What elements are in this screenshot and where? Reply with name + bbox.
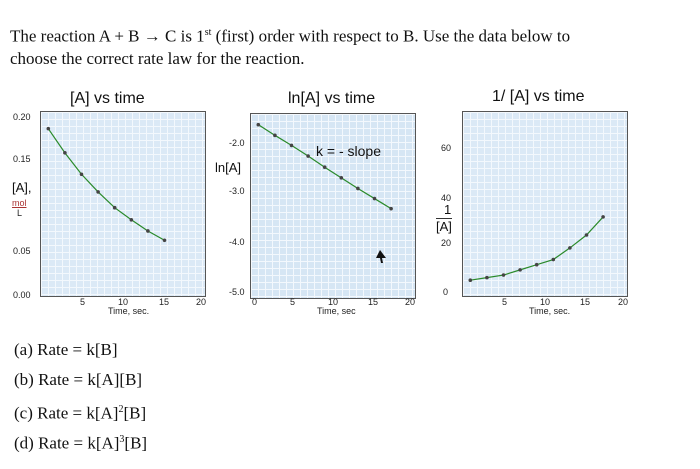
answer-option-a[interactable]: (a) Rate = k[B] bbox=[14, 340, 118, 359]
chart-c-xtick: 10 bbox=[540, 297, 551, 307]
chart-a-data-point bbox=[96, 190, 100, 194]
answer-option-d[interactable]: (d) Rate = k[A]3[B] bbox=[14, 433, 148, 453]
mouse-cursor-icon bbox=[376, 250, 386, 263]
chart-a-plot bbox=[40, 111, 206, 297]
chart-c-xtick: 15 bbox=[580, 297, 591, 307]
chart-c-data-point bbox=[568, 246, 572, 250]
chart-a-ylabel-unit-num: mol bbox=[12, 198, 27, 208]
chart-c-ytick: 40 bbox=[441, 193, 452, 203]
chart-a-title: [A] vs time bbox=[70, 90, 145, 107]
chart-c-data-point bbox=[501, 273, 506, 277]
chart-b-title: ln[A] vs time bbox=[288, 90, 376, 107]
chart-a-ytick: 0.15 bbox=[13, 154, 31, 164]
chart-b-data-point bbox=[306, 154, 310, 158]
chart-a-data-point bbox=[162, 238, 167, 243]
chart-a-data-point bbox=[129, 218, 134, 222]
answer-option-b[interactable]: (b) Rate = k[A][B] bbox=[14, 370, 143, 389]
chart-c-ytick: 60 bbox=[441, 143, 452, 153]
chart-b-xtick: 15 bbox=[368, 297, 379, 307]
chart-b-xtick: 5 bbox=[290, 297, 296, 307]
chart-c-data-point bbox=[468, 278, 473, 283]
chart-c-ytick: 20 bbox=[441, 238, 452, 248]
chart-a-data-point bbox=[46, 126, 51, 131]
chart-b-data-point bbox=[389, 206, 393, 211]
answer-choices: (a) Rate = k[B] (b) Rate = k[A][B] (c) R… bbox=[14, 335, 147, 455]
chart-b-ytick: -5.0 bbox=[229, 287, 245, 297]
chart-c-xtick: 20 bbox=[618, 297, 629, 307]
chart-a-ytick: 0.05 bbox=[13, 246, 31, 256]
chart-b-ylabel: ln[A] bbox=[215, 160, 242, 175]
chart-c-ylabel-den: [A] bbox=[436, 218, 452, 234]
question-line-2: choose the correct rate law for the reac… bbox=[10, 48, 305, 68]
chart-a-data-point bbox=[146, 229, 150, 233]
chart-c-ylabel-num: 1 bbox=[444, 202, 452, 217]
chart-b-data-point bbox=[339, 176, 344, 180]
chart-b-xtick-origin: 0 bbox=[252, 297, 258, 307]
chart-c-data-point bbox=[601, 215, 605, 219]
chart-b-ytick: -2.0 bbox=[229, 138, 245, 148]
chart-b-annotation: k = - slope bbox=[316, 143, 381, 159]
chart-c-ytick: 0 bbox=[443, 287, 449, 297]
chart-c-data-point bbox=[584, 233, 589, 237]
chart-a-xlabel: Time, sec. bbox=[108, 306, 150, 316]
chart-c-data-point bbox=[551, 257, 556, 262]
chart-a-ylabel-unit-den: L bbox=[17, 208, 23, 218]
chart-a-series-line bbox=[47, 128, 165, 241]
chart-b-data-point bbox=[289, 143, 294, 148]
chart-b-xtick: 20 bbox=[405, 297, 416, 307]
chart-b-ytick: -3.0 bbox=[229, 186, 245, 196]
chart-c-xtick: 5 bbox=[502, 297, 508, 307]
chart-b-data-point bbox=[372, 196, 377, 201]
chart-a-xtick: 10 bbox=[118, 297, 129, 307]
chart-b-ytick: -4.0 bbox=[229, 237, 245, 247]
chart-a-data-point bbox=[63, 151, 67, 155]
chart-c-series-line bbox=[470, 216, 604, 281]
chart-a-xtick: 5 bbox=[80, 297, 86, 307]
chart-b-data-point bbox=[273, 133, 277, 138]
chart-a-ytick: 0.20 bbox=[13, 112, 31, 122]
chart-b-plot bbox=[250, 113, 416, 299]
chart-b-data-point bbox=[256, 122, 261, 127]
chart-b-xlabel: Time, sec bbox=[317, 306, 356, 316]
chart-c-data-point bbox=[534, 262, 539, 267]
chart-c-xlabel: Time, sec. bbox=[529, 306, 571, 316]
chart-c-data-point bbox=[518, 268, 522, 272]
chart-c-title: 1/ [A] vs time bbox=[492, 88, 585, 105]
chart-a-ylabel: [A], bbox=[12, 180, 32, 195]
chart-b-data-point bbox=[356, 186, 360, 191]
chart-a-ytick: 0.00 bbox=[13, 290, 31, 300]
chart-c-plot bbox=[462, 111, 628, 297]
chart-b-xtick: 10 bbox=[328, 297, 339, 307]
question-text: The reaction A + B → C is 1st (first) or… bbox=[10, 22, 690, 70]
chart-a-xtick: 20 bbox=[196, 297, 207, 307]
chart-b-data-point bbox=[322, 165, 327, 170]
chart-a-data-point bbox=[112, 205, 117, 210]
answer-option-c[interactable]: (c) Rate = k[A]2[B] bbox=[14, 403, 147, 423]
chart-c-data-point bbox=[485, 275, 489, 280]
chart-a-xtick: 15 bbox=[159, 297, 170, 307]
question-line-1: The reaction A + B → C is 1st (first) or… bbox=[10, 26, 571, 46]
chart-a-data-point bbox=[79, 172, 84, 177]
